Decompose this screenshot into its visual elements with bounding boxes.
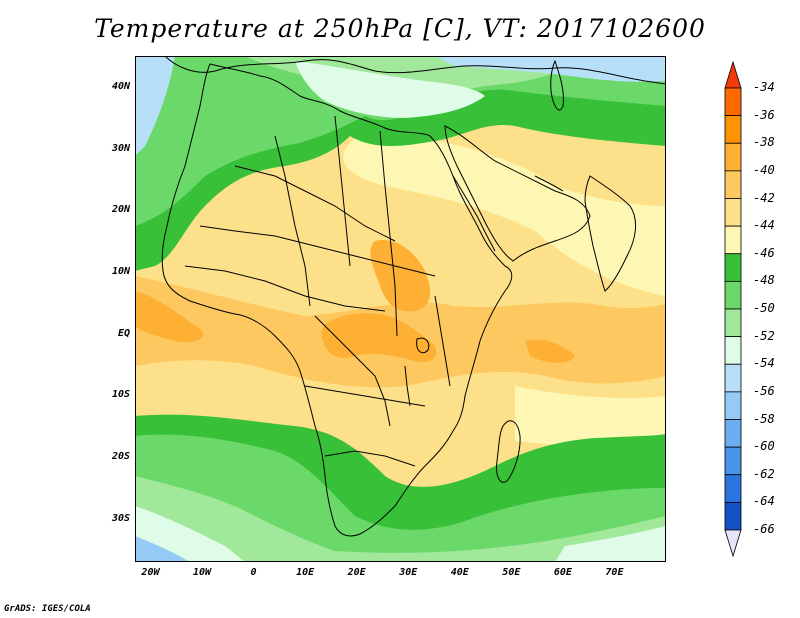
colorbar-swatch [724, 170, 742, 199]
colorbar-swatch [724, 391, 742, 420]
colorbar-level-label: -46 [753, 245, 775, 260]
colorbar-swatch [724, 280, 742, 310]
colorbar-swatch [724, 198, 742, 227]
field-northwest-blue [135, 56, 175, 156]
coastlines-and-borders [161, 56, 666, 537]
colorbar-swatch [724, 87, 742, 117]
colorbar-level-label: -44 [753, 218, 775, 233]
field-southwest-blue [135, 536, 190, 562]
colorbar-level-label: -60 [753, 439, 775, 454]
lon-tick-label: 40E [450, 567, 469, 578]
colorbar-swatch [724, 446, 742, 476]
colorbar-level-label: -52 [753, 328, 775, 343]
lon-tick-label: 0 [250, 567, 257, 578]
lon-tick-label: 30E [399, 567, 418, 578]
field-southeast-cyan [555, 526, 666, 562]
border-2 [274, 135, 311, 307]
red-sea [452, 175, 496, 252]
field-mediterranean-cyan [295, 61, 485, 118]
colorbar-bottom-triangle [724, 529, 742, 558]
border-5 [199, 225, 436, 277]
field-central-warmest-2 [321, 313, 437, 363]
colorbar-swatch [724, 501, 742, 531]
colorbar-swatch [724, 474, 742, 503]
footer-credit: GrADS: IGES/COLA [4, 604, 91, 614]
lake-victoria [416, 337, 430, 354]
caspian-outline [550, 59, 564, 111]
persian-gulf [534, 175, 564, 192]
colorbar-top-triangle [724, 60, 742, 89]
lat-tick-label: 20N [111, 204, 130, 216]
field-north-blue [435, 56, 666, 82]
colorbar-swatch [724, 115, 742, 144]
lat-tick-label: 40N [111, 80, 130, 92]
border-6 [184, 265, 386, 312]
lat-tick-label: 30S [111, 512, 130, 524]
shaded-temperature-fields [135, 56, 666, 562]
colorbar-level-label: -34 [753, 80, 775, 94]
map-frame [135, 56, 666, 562]
lat-tick-label: 10N [111, 265, 130, 277]
colorbar-swatch [724, 419, 742, 448]
border-3 [334, 115, 351, 267]
temperature-field-map [135, 56, 666, 562]
field-central-warmest-1 [370, 240, 431, 312]
border-10 [434, 295, 451, 387]
field-north-lightgreen [135, 56, 666, 226]
lon-tick-label: 10E [296, 567, 315, 578]
border-8 [304, 385, 426, 407]
colorbar-level-label: -54 [753, 356, 775, 371]
colorbar-level-label: -48 [753, 273, 775, 288]
field-east-warm [525, 339, 575, 363]
europe-coastline [164, 56, 666, 85]
colorbar-swatch [724, 142, 742, 172]
colorbar-level-label: -42 [753, 190, 775, 205]
lon-tick-label: 20E [347, 567, 366, 578]
colorbar-swatch [724, 225, 742, 255]
colorbar-swatch [724, 363, 742, 393]
colorbar-swatch [724, 336, 742, 365]
colorbar-swatch [724, 253, 742, 282]
lat-tick-label: 30N [111, 142, 130, 154]
field-south-palegreen [135, 476, 666, 562]
colorbar-level-label: -50 [753, 301, 775, 315]
lat-tick-label: 20S [111, 451, 130, 463]
border-7 [314, 315, 391, 427]
colorbar-level-label: -40 [753, 162, 775, 177]
colorbar-level-label: -58 [753, 411, 775, 426]
colorbar-level-label: -56 [753, 383, 775, 398]
africa-coastline [161, 63, 513, 537]
colorbar-swatch [724, 308, 742, 338]
india-coastline [584, 175, 637, 292]
map-title: Temperature at 250hPa [C], VT: 201710260… [94, 14, 706, 43]
madagascar-coastline [496, 420, 521, 483]
colorbar-level-label: -66 [753, 522, 775, 536]
border-9 [324, 450, 416, 467]
field-west-atlantic-warm [135, 291, 204, 343]
arabia-coastline [444, 125, 591, 262]
lon-tick-label: 60E [553, 567, 572, 578]
lat-tick-label: EQ [117, 327, 130, 339]
map-panel [135, 56, 666, 562]
colorbar-level-label: -62 [753, 466, 775, 481]
field-sahara-pale [343, 131, 666, 296]
border-1 [234, 165, 396, 242]
border-4 [379, 130, 398, 337]
lon-tick-label: 10W [192, 567, 212, 578]
lat-tick-label: 10S [111, 389, 130, 401]
lon-tick-label: 50E [502, 567, 521, 578]
lon-tick-label: 20W [141, 567, 160, 578]
lake-tanganyika [404, 365, 411, 407]
colorbar-level-label: -64 [753, 494, 775, 509]
colorbar-level-label: -36 [753, 107, 775, 122]
colorbar-level-label: -38 [753, 135, 775, 150]
lon-tick-label: 70E [605, 567, 624, 578]
